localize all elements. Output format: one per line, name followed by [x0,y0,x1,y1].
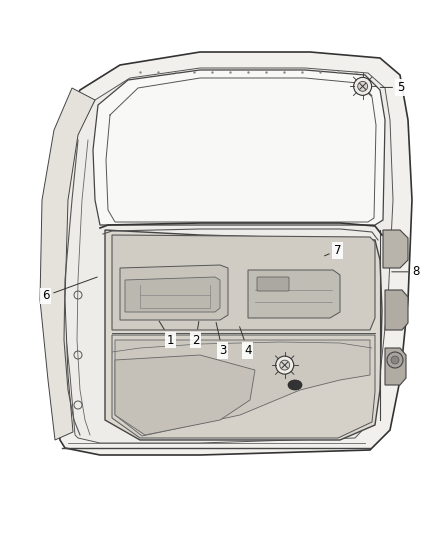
Polygon shape [45,52,412,455]
Polygon shape [112,235,375,330]
Circle shape [391,356,399,364]
Text: 5: 5 [380,81,404,94]
Text: 2: 2 [192,321,200,346]
Polygon shape [105,230,382,440]
Circle shape [280,360,290,370]
Circle shape [276,356,294,374]
Circle shape [387,352,403,368]
Polygon shape [112,335,375,438]
Polygon shape [383,230,408,268]
Polygon shape [125,277,220,312]
Polygon shape [385,290,408,330]
Polygon shape [62,68,393,443]
Text: 6: 6 [42,277,97,302]
Polygon shape [248,270,340,318]
Polygon shape [40,88,95,440]
Polygon shape [385,348,406,385]
Polygon shape [93,70,385,225]
Polygon shape [115,355,255,435]
Ellipse shape [288,380,302,390]
Text: 3: 3 [216,322,226,357]
Text: 1: 1 [159,321,175,346]
Polygon shape [115,340,370,436]
Polygon shape [120,265,228,320]
Text: 7: 7 [325,244,341,257]
Text: 8: 8 [392,265,420,278]
FancyBboxPatch shape [257,277,289,291]
Circle shape [353,77,372,95]
Text: 4: 4 [240,327,252,357]
Circle shape [358,82,367,91]
